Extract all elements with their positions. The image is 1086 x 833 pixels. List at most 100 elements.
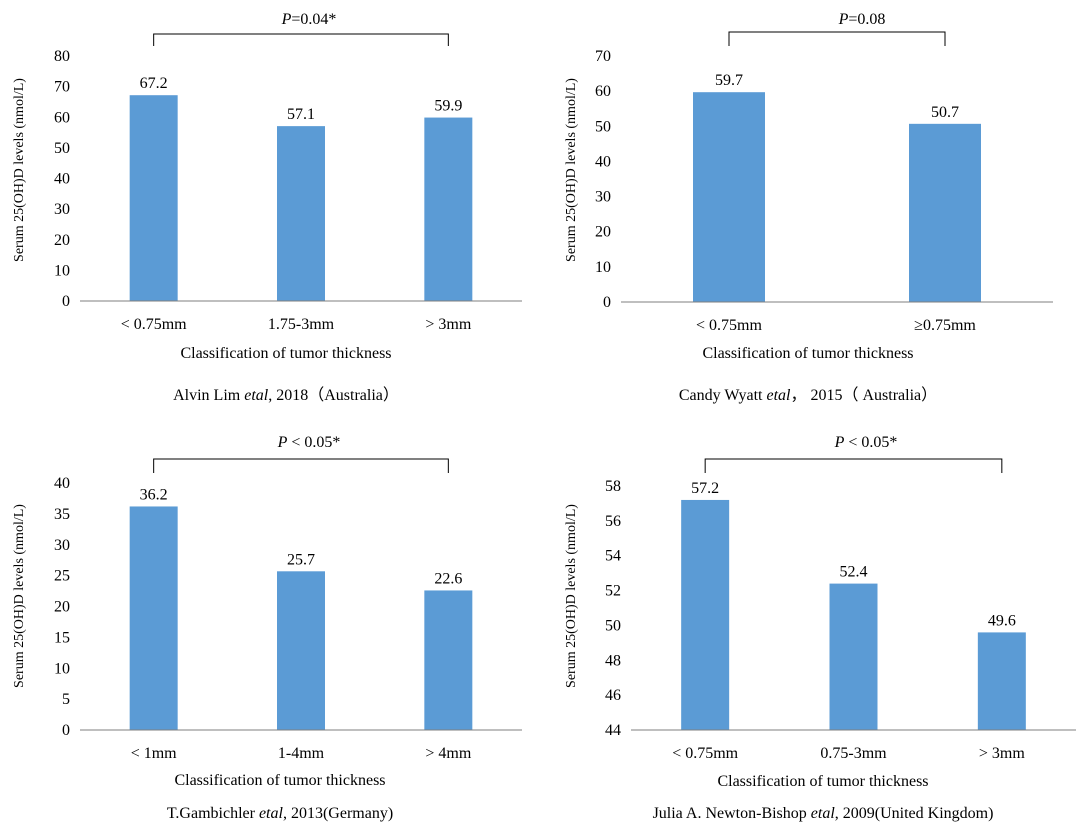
y-tick-label: 10 bbox=[54, 660, 70, 677]
y-tick-label: 60 bbox=[54, 109, 70, 126]
y-tick-label: 30 bbox=[54, 201, 70, 218]
y-tick-label: 15 bbox=[54, 629, 70, 646]
y-tick-label: 70 bbox=[595, 48, 611, 65]
caption-source: , 2013(Germany) bbox=[282, 805, 394, 822]
p-value-text: < 0.05* bbox=[844, 434, 898, 451]
data-label: 52.4 bbox=[840, 564, 868, 581]
y-tick-label: 40 bbox=[595, 153, 611, 170]
x-tick-label: < 1mm bbox=[131, 745, 177, 762]
chart-caption: Julia A. Newton-Bishop etal, 2009(United… bbox=[568, 805, 1078, 823]
x-tick-label: < 0.75mm bbox=[672, 745, 738, 762]
caption-author: T.Gambichler bbox=[166, 805, 259, 822]
caption-source: ， 2015（ Australia） bbox=[790, 387, 938, 404]
caption-author: Julia A. Newton-Bishop bbox=[652, 805, 811, 822]
chart-plot-3: 0 5 10 15 20 25 30 35 40 36.2 < 1mm 25.7 1-4mm 22.6 > … bbox=[54, 458, 522, 762]
x-tick-label: > 4mm bbox=[425, 745, 471, 762]
caption-author: Candy Wyatt bbox=[678, 387, 767, 404]
data-label: 59.9 bbox=[434, 98, 462, 115]
chart-plot-2: 0 10 20 30 40 50 60 70 59.7 < 0.75mm 50.7 ≥0.75mm bbox=[595, 31, 1053, 334]
y-tick-label: 30 bbox=[54, 537, 70, 554]
caption-etal: etal bbox=[766, 387, 791, 404]
bar bbox=[424, 590, 473, 730]
significance-bracket bbox=[704, 458, 1003, 473]
bar bbox=[129, 506, 178, 730]
y-tick-label: 0 bbox=[62, 722, 70, 739]
y-axis-label: Serum 25(OH)D levels (nmol/L) bbox=[564, 78, 579, 262]
p-value-label: P=0.04* bbox=[259, 11, 359, 29]
x-axis-label: Classification of tumor thickness bbox=[174, 772, 386, 789]
y-axis-label: Serum 25(OH)D levels (nmol/L) bbox=[12, 504, 27, 688]
caption-source: , 2018（Australia） bbox=[268, 387, 399, 404]
data-label: 25.7 bbox=[287, 551, 315, 568]
data-label: 50.7 bbox=[931, 104, 959, 121]
p-symbol: P bbox=[834, 434, 845, 451]
x-tick-label: 1-4mm bbox=[278, 745, 325, 762]
p-symbol: P bbox=[281, 11, 292, 28]
significance-bracket bbox=[153, 33, 449, 46]
p-value-text: < 0.05* bbox=[287, 434, 341, 451]
caption-etal: etal bbox=[810, 805, 835, 822]
y-tick-label: 30 bbox=[595, 189, 611, 206]
y-tick-label: 70 bbox=[54, 79, 70, 96]
x-axis-label: Classification of tumor thickness bbox=[717, 773, 929, 790]
caption-source: , 2009(United Kingdom) bbox=[834, 805, 994, 822]
caption-etal: etal bbox=[258, 805, 283, 822]
significance-bracket bbox=[153, 458, 449, 473]
y-tick-label: 5 bbox=[62, 691, 70, 708]
bar bbox=[277, 126, 325, 301]
data-label: 59.7 bbox=[715, 72, 743, 89]
y-tick-label: 54 bbox=[605, 548, 621, 565]
chart-caption: T.Gambichler etal, 2013(Germany) bbox=[30, 805, 530, 823]
p-value-text: =0.04* bbox=[291, 11, 337, 28]
bar bbox=[829, 583, 878, 730]
y-tick-label: 0 bbox=[62, 293, 70, 310]
chart-plot-4: 44 46 48 50 52 54 56 58 57.2 < 0.75mm 52.4 0.75-3mm… bbox=[605, 458, 1076, 762]
y-tick-label: 48 bbox=[605, 652, 621, 669]
data-label: 57.2 bbox=[691, 480, 719, 497]
y-tick-label: 20 bbox=[54, 232, 70, 249]
y-tick-label: 52 bbox=[605, 583, 621, 600]
data-label: 22.6 bbox=[434, 570, 462, 587]
bar bbox=[129, 95, 178, 301]
y-tick-label: 20 bbox=[595, 224, 611, 241]
y-tick-label: 58 bbox=[605, 478, 621, 495]
data-label: 49.6 bbox=[988, 612, 1016, 629]
p-value-label: P < 0.05* bbox=[816, 434, 916, 452]
x-axis-label: Classification of tumor thickness bbox=[180, 345, 392, 362]
x-tick-label: > 3mm bbox=[425, 316, 471, 333]
y-tick-label: 44 bbox=[605, 722, 621, 739]
y-axis-label: Serum 25(OH)D levels (nmol/L) bbox=[564, 504, 579, 688]
chart-caption: Alvin Lim etal, 2018（Australia） bbox=[21, 381, 551, 405]
bar bbox=[681, 499, 730, 730]
y-tick-label: 40 bbox=[54, 475, 70, 492]
significance-bracket bbox=[728, 31, 946, 46]
p-symbol: P bbox=[277, 434, 288, 451]
y-tick-label: 10 bbox=[595, 259, 611, 276]
y-tick-label: 56 bbox=[605, 513, 621, 530]
chart-panel-3: 0 5 10 15 20 25 30 35 40 36.2 < 1mm 25.7 1-4mm 22.6 > … bbox=[0, 417, 543, 833]
caption-author: Alvin Lim bbox=[173, 387, 245, 404]
y-tick-label: 60 bbox=[595, 83, 611, 100]
data-label: 36.2 bbox=[140, 486, 168, 503]
y-axis-label: Serum 25(OH)D levels (nmol/L) bbox=[12, 78, 27, 262]
x-tick-label: < 0.75mm bbox=[121, 316, 187, 333]
x-tick-label: > 3mm bbox=[979, 745, 1025, 762]
chart-panel-1: 0 10 20 30 40 50 60 70 80 67.2 < 0.75mm 57.1 1.75-3m… bbox=[0, 0, 543, 416]
bar bbox=[977, 632, 1026, 730]
bar bbox=[277, 571, 325, 730]
bar bbox=[909, 123, 981, 302]
p-value-text: =0.08 bbox=[848, 11, 886, 28]
caption-etal: etal bbox=[244, 387, 269, 404]
y-tick-label: 20 bbox=[54, 599, 70, 616]
data-label: 57.1 bbox=[287, 106, 315, 123]
p-value-label: P=0.08 bbox=[812, 11, 912, 29]
chart-caption: Candy Wyatt etal， 2015（ Australia） bbox=[588, 381, 1028, 405]
y-tick-label: 25 bbox=[54, 568, 70, 585]
y-tick-label: 35 bbox=[54, 506, 70, 523]
bar bbox=[693, 92, 765, 302]
x-tick-label: ≥0.75mm bbox=[914, 317, 976, 334]
chart-plot-1: 0 10 20 30 40 50 60 70 80 67.2 < 0.75mm 57.1 1.75-3m… bbox=[54, 33, 522, 333]
y-tick-label: 80 bbox=[54, 48, 70, 65]
p-symbol: P bbox=[838, 11, 849, 28]
x-tick-label: 1.75-3mm bbox=[268, 316, 335, 333]
